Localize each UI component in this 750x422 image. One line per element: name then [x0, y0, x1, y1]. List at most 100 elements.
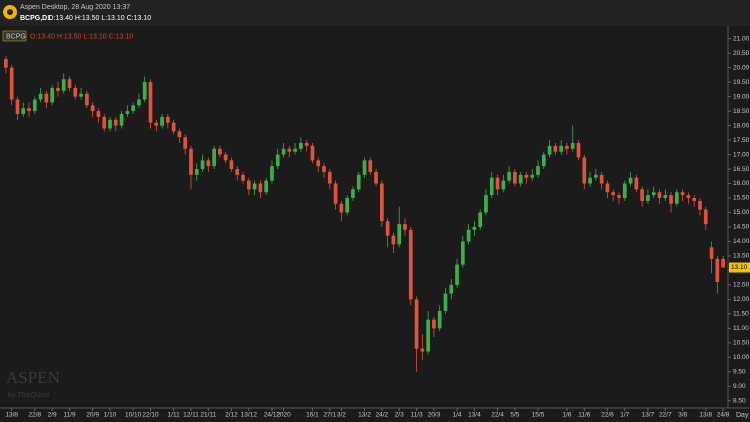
candle-body	[634, 177, 639, 190]
candle-body	[165, 116, 170, 123]
x-tick-label: 1/10	[104, 412, 117, 419]
candle-body	[588, 177, 592, 184]
title-bar	[0, 0, 750, 26]
candle-body	[611, 192, 616, 196]
candle-body	[299, 142, 303, 149]
x-tick-label: 22/10	[142, 412, 159, 419]
y-tick-label: 16.50	[733, 166, 750, 173]
last-price-tag	[729, 262, 750, 273]
candle-body	[38, 93, 43, 100]
candle-body	[322, 166, 326, 172]
candle-body	[293, 148, 297, 152]
candle-body	[304, 142, 309, 146]
y-tick-label: 19.50	[733, 79, 750, 86]
candle-body	[281, 148, 286, 155]
candle-body	[582, 157, 587, 184]
candle-body	[426, 319, 430, 352]
candle-body	[160, 116, 164, 126]
candle-body	[270, 166, 274, 181]
y-tick-label: 10.50	[733, 340, 750, 347]
candle-body	[530, 174, 535, 178]
x-tick-label: 1/4	[453, 412, 462, 419]
candle-body	[287, 148, 292, 152]
y-tick-label: 18.50	[733, 108, 750, 115]
candle-body	[316, 160, 321, 167]
x-tick-label: 1/7	[620, 412, 629, 419]
x-tick-label: 2/3	[395, 412, 404, 419]
candle-body	[674, 192, 679, 204]
candle-body	[547, 145, 552, 155]
candle-body	[385, 221, 390, 236]
x-tick-label: 13/12	[241, 412, 258, 419]
candle-body	[686, 195, 691, 198]
candle-body	[235, 169, 240, 175]
candle-body	[21, 108, 26, 114]
x-tick-label: 11/6	[578, 412, 591, 419]
x-tick-label: 2/12	[225, 412, 238, 419]
candle-body	[628, 177, 633, 184]
candle-body	[368, 160, 373, 172]
x-tick-label: 13/4	[468, 412, 481, 419]
x-tick-label: 22/6	[601, 412, 614, 419]
candle-body	[651, 192, 656, 196]
candle-body	[524, 174, 529, 178]
candle-body	[408, 229, 413, 300]
candle-body	[374, 171, 378, 184]
last-price-label: 13.10	[731, 264, 748, 271]
candle-body	[495, 177, 500, 190]
candle-body	[391, 235, 396, 245]
candle-body	[356, 174, 361, 190]
candle-body	[96, 111, 101, 117]
candle-body	[432, 319, 436, 329]
candle-body	[194, 169, 199, 175]
candle-body	[258, 183, 263, 193]
candle-body	[79, 93, 83, 97]
candle-body	[437, 310, 442, 329]
candle-body	[489, 177, 494, 196]
candle-body	[148, 82, 153, 123]
candle-body	[455, 264, 459, 285]
x-tick-label: 2/9	[48, 412, 57, 419]
x-tick-label: 12/11	[183, 412, 199, 419]
candle-body	[246, 180, 251, 190]
candle-body	[703, 209, 708, 225]
y-tick-label: 12.00	[733, 296, 750, 303]
x-tick-label: 2020	[276, 412, 291, 419]
y-tick-label: 20.00	[733, 64, 750, 71]
candle-body	[484, 195, 488, 213]
candle-body	[108, 119, 112, 129]
y-tick-label: 12.50	[733, 282, 750, 289]
candle-body	[56, 87, 60, 91]
x-tick-label: 5/5	[510, 412, 519, 419]
x-tick-label: 15/5	[532, 412, 545, 419]
app-icon-core	[7, 9, 13, 15]
x-tick-label: 13/2	[358, 412, 371, 419]
y-tick-label: 17.50	[733, 137, 750, 144]
candle-body	[61, 79, 66, 91]
candle-body	[576, 142, 581, 158]
candle-body	[680, 192, 685, 196]
candle-body	[605, 183, 610, 193]
candle-body	[657, 192, 662, 198]
candle-body	[131, 105, 135, 112]
candle-body	[252, 183, 257, 190]
candle-body	[345, 198, 349, 213]
y-tick-label: 20.50	[733, 50, 750, 57]
candle-body	[223, 154, 228, 161]
y-tick-label: 15.50	[733, 195, 750, 202]
candle-body	[50, 87, 55, 103]
candle-body	[449, 284, 454, 294]
x-tick-label: 11/3	[410, 412, 423, 419]
candle-body	[472, 226, 477, 230]
candle-body	[137, 99, 141, 106]
candle-body	[113, 119, 118, 126]
x-tick-label: 22/4	[491, 412, 504, 419]
candle-body	[125, 111, 130, 114]
candle-body	[570, 142, 575, 149]
candle-body	[599, 174, 604, 184]
candle-body	[333, 183, 338, 204]
candle-body	[73, 87, 78, 97]
x-tick-label: 27/1	[323, 412, 336, 419]
